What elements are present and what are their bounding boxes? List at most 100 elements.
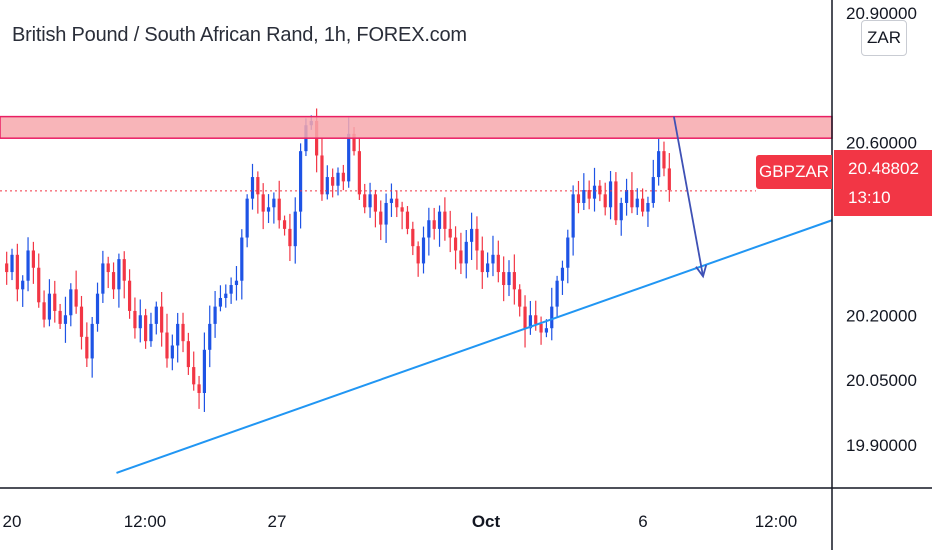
candle-body xyxy=(550,306,554,329)
x-tick-label: 27 xyxy=(268,512,287,531)
candle-body xyxy=(74,289,78,307)
candle-body xyxy=(560,267,565,281)
candle xyxy=(272,192,276,224)
candlestick-series xyxy=(5,108,671,412)
candle-body xyxy=(277,198,281,221)
arrow-shaft xyxy=(673,116,704,277)
candle xyxy=(496,240,500,283)
candle xyxy=(341,164,345,191)
candle-body xyxy=(571,194,575,238)
candle-body xyxy=(218,297,223,307)
candle xyxy=(566,229,570,284)
candle-body xyxy=(555,280,559,307)
candle-body xyxy=(117,259,121,290)
candle xyxy=(389,183,394,217)
candle-body xyxy=(598,185,602,195)
candle xyxy=(448,210,452,253)
candle-body xyxy=(58,310,62,324)
candle xyxy=(176,312,180,363)
candle xyxy=(667,153,671,202)
candle xyxy=(42,290,46,328)
candle xyxy=(79,295,84,350)
candle xyxy=(619,197,623,236)
candle xyxy=(571,185,575,256)
candle-body xyxy=(293,211,297,247)
candle-body xyxy=(261,194,265,212)
candle xyxy=(202,332,206,412)
candle-body xyxy=(459,250,463,264)
candle xyxy=(427,207,431,256)
candle-body xyxy=(245,198,249,238)
y-tick-label: 19.90000 xyxy=(846,436,917,455)
projection-arrow[interactable] xyxy=(673,116,708,279)
candle xyxy=(95,282,100,332)
candle xyxy=(405,206,410,235)
candle-body xyxy=(15,254,19,290)
x-axis-labels[interactable]: 20 12:00 27 Oct 6 12:00 xyxy=(3,512,798,531)
candle-body xyxy=(357,151,361,195)
candle xyxy=(224,284,228,308)
candle-body xyxy=(662,151,666,169)
candle xyxy=(250,163,255,210)
candle xyxy=(320,138,324,201)
candle xyxy=(453,226,458,270)
candle xyxy=(368,182,372,218)
candle-body xyxy=(486,263,490,273)
candle-body xyxy=(229,285,233,294)
candle-body xyxy=(21,280,25,290)
candle-body xyxy=(250,177,255,199)
candle-body xyxy=(133,310,137,329)
candle-body xyxy=(630,190,634,208)
candle-body xyxy=(443,211,447,229)
candle-body xyxy=(42,302,46,320)
candle-body xyxy=(539,323,543,333)
candle-body xyxy=(256,177,260,195)
candle xyxy=(218,285,223,312)
candle xyxy=(90,316,94,378)
candle-body xyxy=(544,328,549,333)
candle xyxy=(437,205,442,247)
candle-body xyxy=(373,194,378,212)
candle-body xyxy=(576,194,581,203)
resistance-zone[interactable] xyxy=(0,115,833,139)
trendline[interactable] xyxy=(116,219,833,474)
candle-body xyxy=(502,272,506,286)
candle xyxy=(491,235,495,277)
candle-body xyxy=(63,315,68,324)
candle-body xyxy=(363,194,367,208)
x-tick-label: Oct xyxy=(472,512,501,531)
candle xyxy=(106,256,110,289)
candle-body xyxy=(480,250,484,273)
candle xyxy=(512,254,516,305)
candle xyxy=(282,215,287,236)
candle xyxy=(421,226,426,274)
candle xyxy=(432,207,436,240)
candle xyxy=(37,253,41,308)
symbol-price-tag: GBPZAR xyxy=(756,155,832,189)
candle xyxy=(363,183,367,214)
candle-body xyxy=(160,306,164,333)
candle-body xyxy=(592,185,597,199)
candle xyxy=(539,316,543,345)
y-axis-labels[interactable]: 20.9000020.6000020.4500020.2000020.05000… xyxy=(846,4,917,455)
x-tick-label: 12:00 xyxy=(124,512,167,531)
candle xyxy=(587,180,591,210)
candle xyxy=(293,197,297,264)
candle xyxy=(592,167,597,212)
candle xyxy=(331,168,335,198)
candle-body xyxy=(272,198,276,208)
candle-body xyxy=(111,272,116,290)
currency-button[interactable]: ZAR xyxy=(861,20,907,56)
candle xyxy=(357,137,361,200)
candle-body xyxy=(512,272,516,290)
candle xyxy=(603,182,607,216)
candle xyxy=(170,334,174,371)
candle-body xyxy=(240,237,244,281)
candle-body xyxy=(603,194,607,208)
candle xyxy=(122,251,126,299)
candle-body xyxy=(101,263,105,294)
candle xyxy=(576,180,581,214)
candle xyxy=(138,299,142,343)
candle xyxy=(261,183,265,230)
